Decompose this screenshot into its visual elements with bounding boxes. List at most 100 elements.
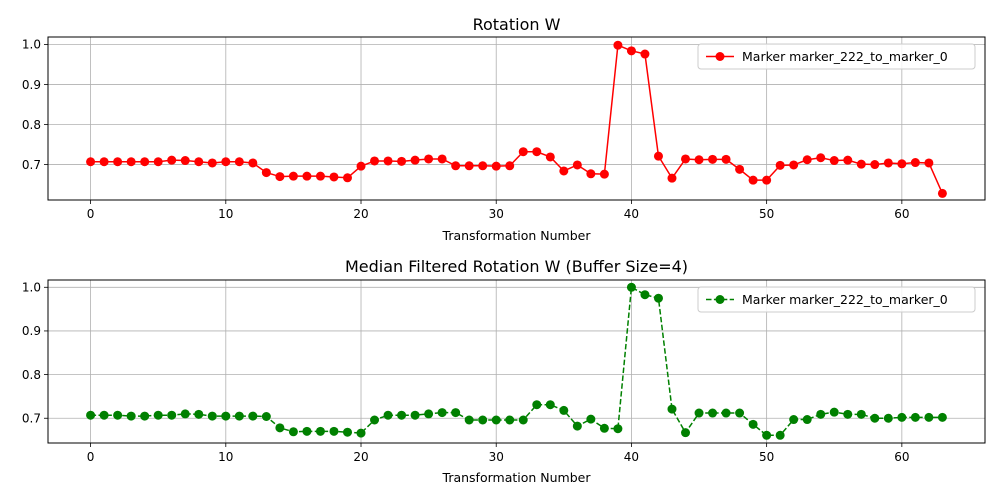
plot1-data-point [464,161,474,171]
plot1: 0 10 20 30 40 50 60 0.7 0.8 0.9 1.0 Rotation W Trans… [22,15,986,243]
plot2-data-point [829,407,839,417]
plot1-data-point [694,155,704,165]
plot1-data-point [451,161,461,171]
plot1-data-point [126,157,136,167]
plot2-data-point [843,409,853,419]
plot1-data-point [342,173,352,183]
plot2-data-point [505,415,515,425]
plot2-data-point [478,415,488,425]
plot1-data-point [275,172,285,182]
plot1-data-point [653,151,663,161]
plot2-data-point [559,405,569,415]
plot1-data-point [410,155,420,165]
plot1-data-point [559,166,569,176]
plot2-y-tick-label: 0.7 [22,412,41,426]
plot1-x-tick-label: 50 [759,207,774,221]
plot2-data-point [802,415,812,425]
plot1-data-point [397,156,407,166]
plot2-data-point [775,430,785,440]
plot1-data-point [505,161,515,171]
plot1-data-point [302,171,312,181]
plot2-data-point [126,411,136,421]
plot1-data-point [937,188,947,198]
plot1-data-point [856,159,866,169]
plot1-data-point [829,156,839,166]
plot1-title: Rotation W [473,15,561,34]
plot2-data-point [410,410,420,420]
plot1-data-point [599,169,609,179]
plot1-data-point [883,158,893,168]
plot1-data-point [721,154,731,164]
plot2-data-point [586,414,596,424]
plot1-x-tick-label: 10 [218,207,233,221]
plot1-data-point [261,168,271,178]
plot1-data-point [356,161,366,171]
plot2-data-point [464,415,474,425]
plot2-data-point [451,408,461,418]
plot1-data-point [897,159,907,169]
plot2-data-point [816,409,826,419]
plot2-data-point [397,410,407,420]
plot1-data-point [180,156,190,166]
plot1-x-tick-label: 0 [87,207,95,221]
plot2-data-point [302,426,312,436]
plot2-data-point [924,412,934,422]
plot2-data-point [532,400,542,410]
plot1-data-point [234,157,244,167]
plot2-data-point [288,427,298,437]
plot1-data-point [288,171,298,181]
plot1-data-point [640,49,650,59]
plot1-data-point [748,175,758,185]
plot2-data-point [275,423,285,433]
plot1-x-axis-label: Transformation Number [442,228,592,243]
plot2-axes-frame [47,279,986,444]
plot2: 0 10 20 30 40 50 60 0.7 0.8 0.9 1.0 Median Filtered… [22,257,986,485]
plot1-data-point [870,160,880,170]
plot1-x-tick-label: 60 [894,207,909,221]
plot2-data-point [708,408,718,418]
plot1-x-tick-label: 20 [353,207,368,221]
plot1-data-point [789,160,799,170]
plot2-data-point [640,290,650,300]
plot2-data-point [937,412,947,422]
plot2-legend-box [697,286,976,313]
plot1-y-tick-label: 0.8 [22,118,41,132]
plot1-data-point [681,154,691,164]
plot1-data-point [586,169,596,179]
plot2-data-point [207,411,217,421]
plot2-legend-swatch-marker [715,295,725,304]
plot1-data-point [802,155,812,165]
plot2-data-point [234,411,244,421]
plot2-x-tick-label: 10 [218,450,233,464]
plot2-legend: Marker marker_222_to_marker_0 [697,286,976,313]
plot1-data-point [153,157,163,167]
plot1-data-point [775,160,785,170]
plot2-data-point [667,404,677,414]
plot2-data-point [167,410,177,420]
plot1-data-point [99,157,109,167]
plot2-data-point [883,413,893,423]
plot1-data-point [491,161,501,171]
plot1-x-tick-label: 30 [489,207,504,221]
plot2-data-point [626,282,636,292]
plot2-data-point [897,412,907,422]
plot1-y-tick-label: 1.0 [22,38,41,52]
plot1-legend-label: Marker marker_222_to_marker_0 [742,49,948,64]
plot2-data-point [653,293,663,303]
plot2-data-point [140,411,150,421]
plot1-series-line [90,44,944,194]
plot1-data-point [613,40,623,50]
plot2-data-point [221,411,231,421]
plot2-data-point [910,412,920,422]
plot2-y-tick-label: 1.0 [22,281,41,295]
plot2-y-tick-label: 0.8 [22,368,41,382]
plot1-legend-box [697,43,976,70]
plot1-data-point [437,154,447,164]
plot1-data-point [207,158,217,168]
plot2-data-point [518,415,528,425]
plot1-data-point [626,46,636,56]
plot2-data-point [599,423,609,433]
plot1-data-point [424,154,434,164]
plot2-data-point [735,408,745,418]
